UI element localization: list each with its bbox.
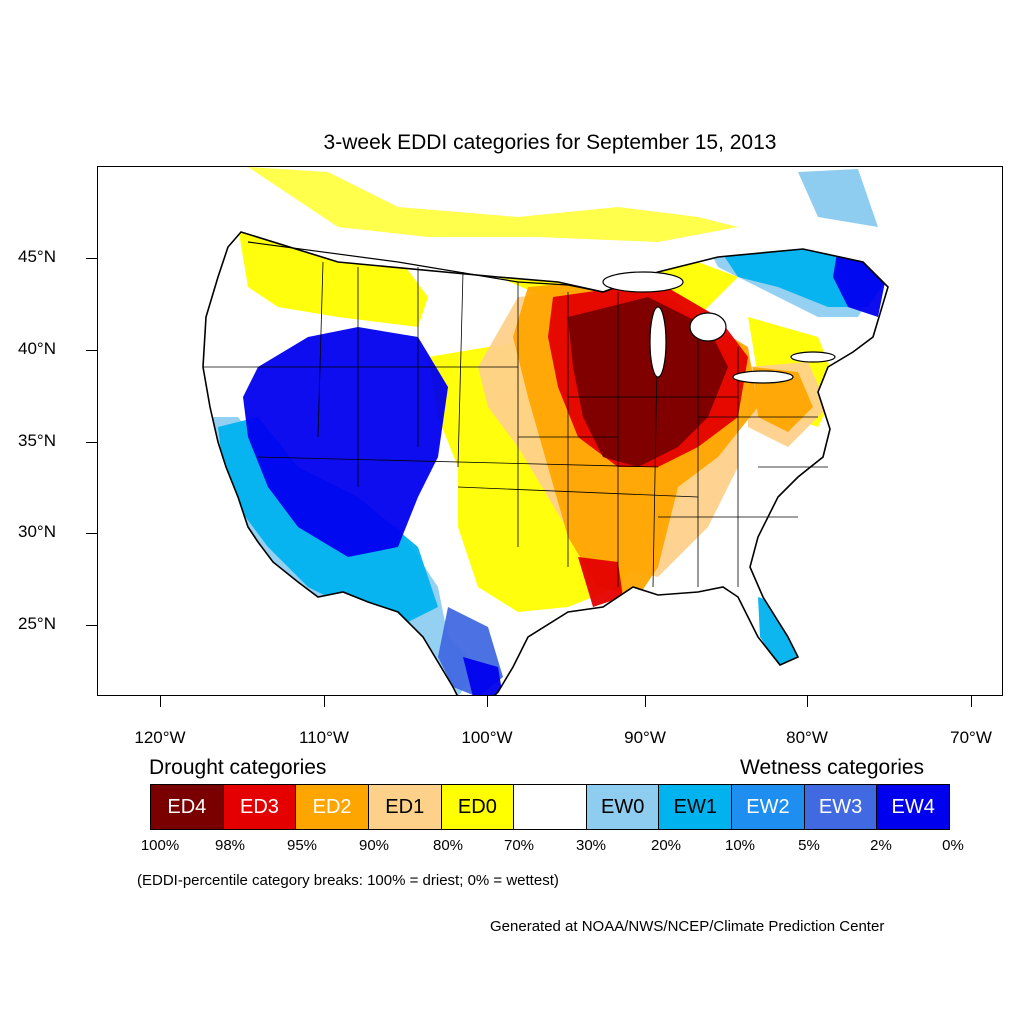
legend-box-ew1: EW1 [659,785,733,829]
lat-tick-40 [86,350,97,351]
lake-huron [689,312,727,342]
credit-line: Generated at NOAA/NWS/NCEP/Climate Predi… [490,918,885,935]
lon-tick-80 [807,696,808,707]
legend-box-ew2: EW2 [732,785,805,829]
lake-michigan [649,306,667,378]
breaks-note: (EDDI-percentile category breaks: 100% =… [137,872,559,889]
legend-break-label: 20% [650,837,682,854]
region-ed3-louisiana [578,557,623,607]
coastline [202,231,889,695]
lon-label-120: 120°W [134,728,186,747]
lat-tick-30 [86,533,97,534]
category-fill-layer [203,167,888,695]
legend-break-label: 95% [286,837,318,854]
legend-break-label: 100% [140,837,180,854]
legend-break-label: 70% [503,837,535,854]
legend-box-ed3: ED3 [223,785,297,829]
lat-label-35: 35°N [18,431,56,450]
wetness-heading: Wetness categories [740,756,925,779]
state-boundary [457,271,464,468]
legend-box-neutral [514,785,587,829]
lat-tick-45 [86,258,97,259]
legend-box-ew0: EW0 [586,785,660,829]
lake-superior [602,271,684,293]
region-ew4-great-basin [243,327,448,557]
legend-box-ed2: ED2 [296,785,369,829]
state-boundary [317,261,324,438]
legend-break-label: 10% [724,837,756,854]
region-ed0-northwest [238,232,428,327]
lon-tick-120 [160,696,161,707]
lon-label-80: 80°W [786,728,828,747]
state-boundary [457,486,699,498]
lon-tick-90 [645,696,646,707]
lat-tick-25 [86,625,97,626]
legend-break-label: 30% [575,837,607,854]
lake-erie [732,370,794,384]
legend-break-label: 80% [432,837,464,854]
legend-box-ed4: ED4 [151,785,224,829]
boundary-lines-layer [202,231,889,695]
legend-box-ew4: EW4 [877,785,950,829]
region-ew4-south-texas [463,657,503,695]
legend-break-label: 2% [870,837,892,854]
eddi-map [202,167,889,695]
legend-break-label: 98% [214,837,246,854]
lon-label-70: 70°W [950,728,992,747]
legend-break-label: 5% [798,837,820,854]
lat-label-30: 30°N [18,522,56,541]
region-ew1-florida [758,597,798,665]
lon-tick-100 [487,696,488,707]
legend-break-label: 90% [358,837,390,854]
lat-label-25: 25°N [18,614,56,633]
lon-label-90: 90°W [624,728,666,747]
legend-box-ew3: EW3 [804,785,878,829]
map-title: 3-week EDDI categories for September 15,… [323,131,777,154]
legend-box-ed1: ED1 [368,785,442,829]
region-ed4-corn-belt [568,297,728,467]
lon-label-110: 110°W [299,728,349,747]
legend-box-ed0: ED0 [441,785,515,829]
lake-ontario [790,351,836,363]
map-frame [97,166,1003,696]
legend-color-bar: ED4 ED3 ED2 ED1 ED0 EW0 EW1 EW2 EW3 EW4 [150,784,950,830]
drought-heading: Drought categories [149,756,327,779]
lat-label-45: 45°N [18,247,56,266]
region-canada-east [798,169,878,227]
legend-break-label: 0% [942,837,964,854]
lon-tick-110 [324,696,325,707]
region-canada-band [248,167,738,242]
lon-label-100: 100°W [461,728,513,747]
lat-label-40: 40°N [18,339,56,358]
lon-tick-70 [971,696,972,707]
lat-tick-35 [86,442,97,443]
state-boundary [257,456,659,468]
